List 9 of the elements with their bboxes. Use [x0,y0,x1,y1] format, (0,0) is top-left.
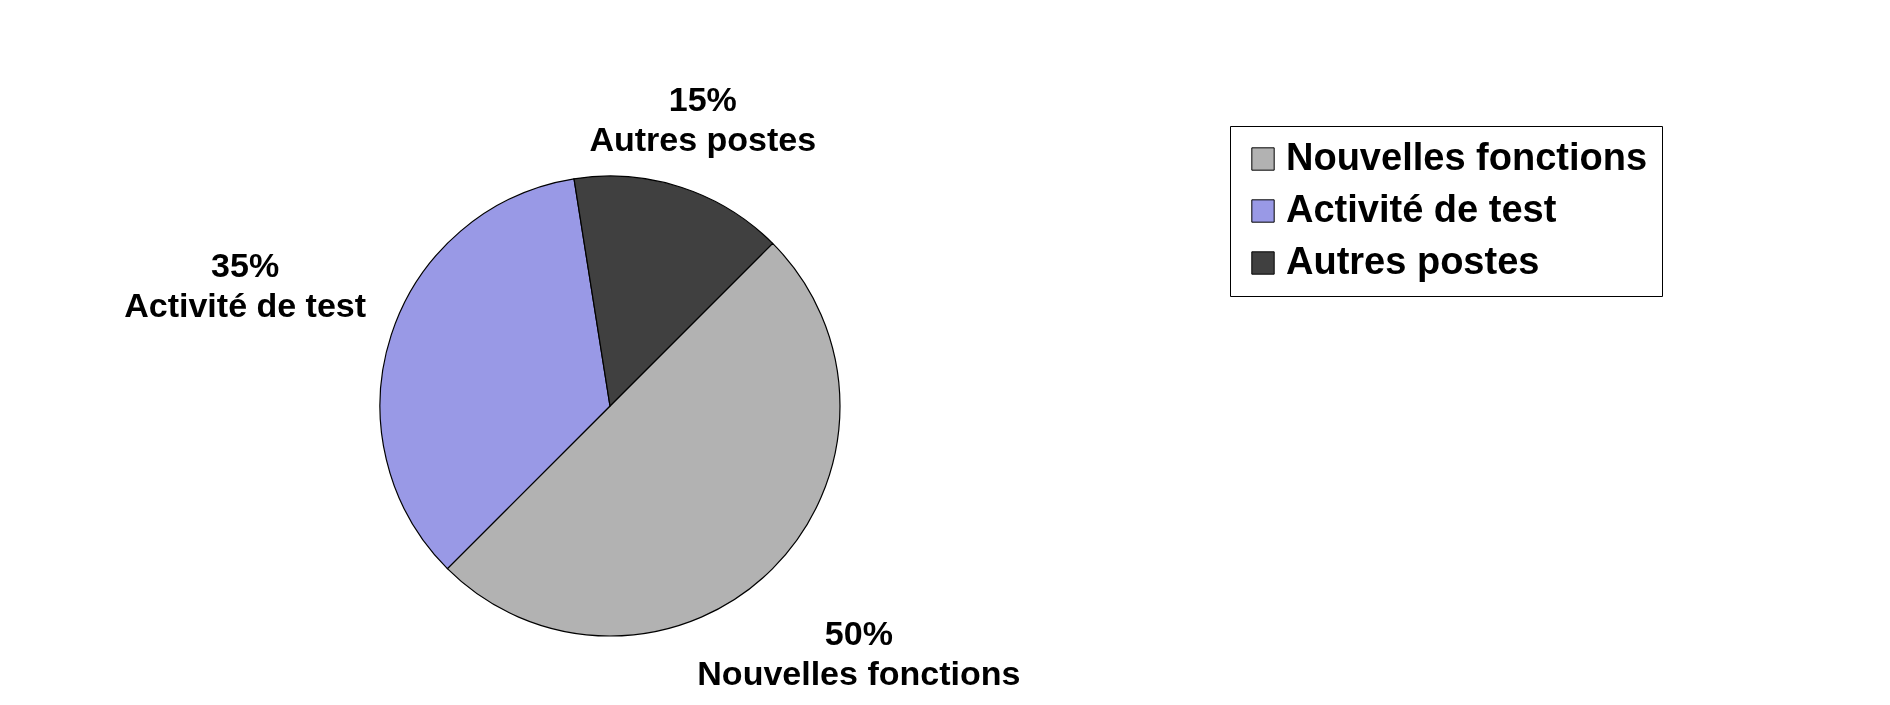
legend-label: Autres postes [1286,240,1540,282]
data-label: 50% [824,613,893,652]
data-label: 15% [668,79,737,118]
legend-label: Nouvelles fonctions [1286,136,1648,178]
slice-label: Nouvelles fonctions [697,653,1021,692]
slice-label: Activité de test [124,286,367,325]
slice-label: Autres postes [589,119,817,158]
legend-label: Activité de test [1286,188,1557,230]
data-label: 35% [211,246,280,285]
